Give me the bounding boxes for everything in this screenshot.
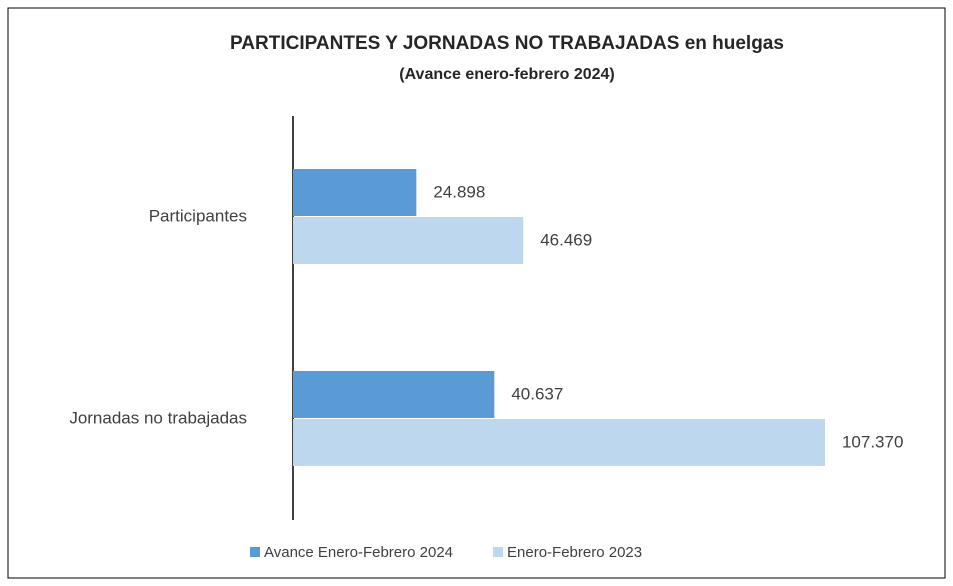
chart-title: PARTICIPANTES Y JORNADAS NO TRABAJADAS e… xyxy=(230,33,784,54)
data-label: 46.469 xyxy=(540,230,592,249)
data-label: 24.898 xyxy=(433,182,485,201)
data-label: 40.637 xyxy=(511,384,563,403)
legend-swatch xyxy=(250,547,260,557)
bar xyxy=(293,169,417,216)
legend-label: Enero-Febrero 2023 xyxy=(507,544,642,561)
bar xyxy=(293,217,524,264)
data-label: 107.370 xyxy=(842,432,903,451)
chart-subtitle: (Avance enero-febrero 2024) xyxy=(399,66,615,83)
bar xyxy=(293,371,495,418)
chart-frame xyxy=(7,7,946,579)
category-label: Jornadas no trabajadas xyxy=(69,408,247,427)
category-label: Participantes xyxy=(149,206,247,225)
bar xyxy=(293,419,825,466)
legend-swatch xyxy=(493,547,504,557)
legend-label: Avance Enero-Febrero 2024 xyxy=(264,544,453,561)
